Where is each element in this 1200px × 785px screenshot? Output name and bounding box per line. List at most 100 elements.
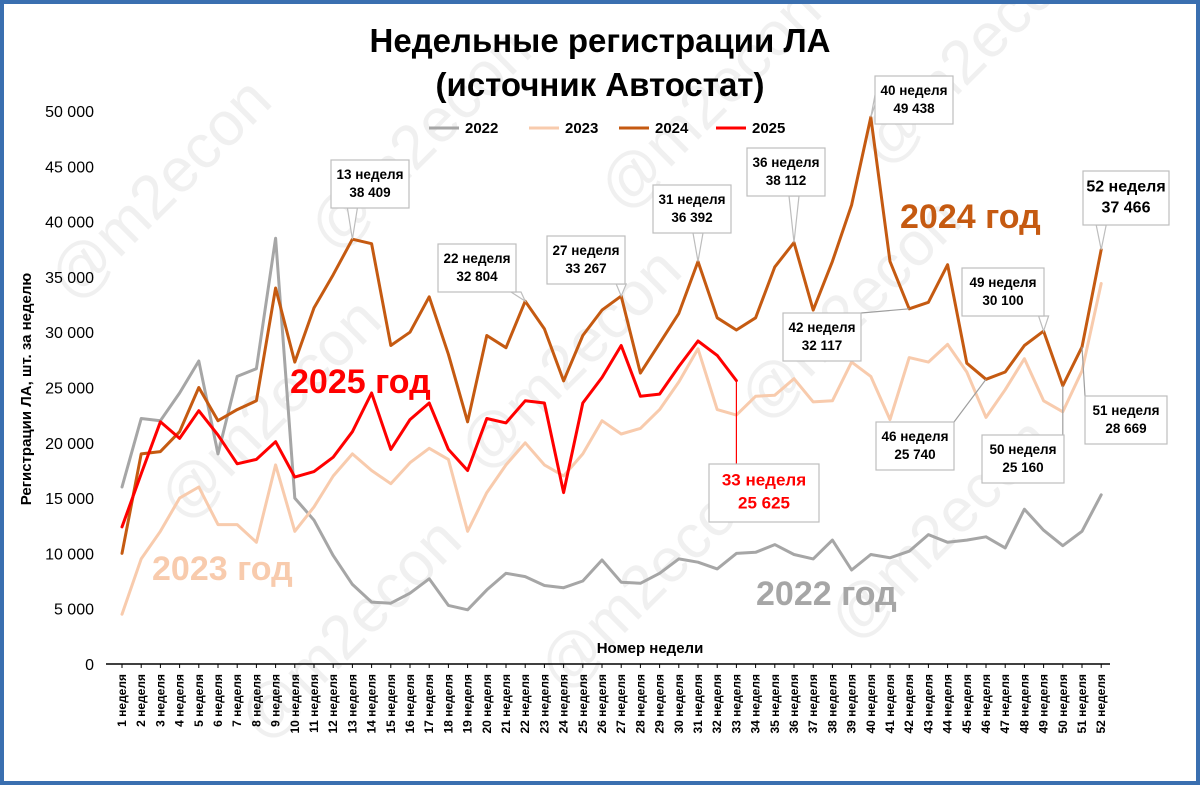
x-tick-label: 48 неделя bbox=[1017, 674, 1031, 734]
callout: 13 неделя 38 409 bbox=[330, 159, 410, 240]
y-tick-label: 25 000 bbox=[45, 381, 94, 398]
x-tick-label: 34 неделя bbox=[749, 674, 763, 734]
callout-box bbox=[961, 267, 1045, 317]
callout-value: 25 160 bbox=[1002, 460, 1043, 475]
x-tick-label: 27 неделя bbox=[614, 674, 628, 734]
x-axis-label: Номер недели bbox=[597, 640, 704, 657]
callout: 36 неделя 38 112 bbox=[746, 147, 826, 243]
callout-value: 49 438 bbox=[893, 101, 935, 116]
legend: 2022 2023 2024 2025 bbox=[429, 120, 785, 137]
callout-box bbox=[652, 184, 732, 234]
series-line-2024 bbox=[120, 115, 1103, 555]
x-tick-label: 30 неделя bbox=[672, 674, 686, 734]
callout-week: 42 неделя bbox=[789, 320, 856, 335]
callout-box bbox=[1082, 170, 1170, 226]
x-tick-label: 42 неделя bbox=[902, 674, 916, 734]
callout-week: 33 неделя bbox=[722, 471, 806, 490]
series-line-2022 bbox=[120, 236, 1103, 612]
callout-week: 13 неделя bbox=[337, 167, 404, 182]
x-tick-label: 49 неделя bbox=[1037, 674, 1051, 734]
callout-week: 46 неделя bbox=[882, 429, 949, 444]
x-tick-label: 8 неделя bbox=[249, 674, 263, 727]
callout-week: 49 неделя bbox=[970, 275, 1037, 290]
year-label-2023: 2023 год bbox=[152, 550, 293, 588]
legend-label-2024: 2024 bbox=[655, 120, 689, 137]
callout-box bbox=[437, 243, 517, 293]
callout-pointer bbox=[1037, 315, 1050, 334]
y-tick-label: 0 bbox=[85, 657, 94, 674]
callout-pointer bbox=[788, 195, 800, 243]
x-tick-label: 29 неделя bbox=[653, 674, 667, 734]
x-axis-ticks: 1 неделя 2 неделя 3 неделя 4 неделя 5 неделя… bbox=[115, 664, 1108, 734]
x-tick-label: 44 неделя bbox=[941, 674, 955, 734]
y-tick-label: 40 000 bbox=[45, 215, 94, 232]
callout-box bbox=[875, 421, 955, 471]
x-tick-label: 1 неделя bbox=[115, 674, 129, 727]
callout-week: 51 неделя bbox=[1093, 403, 1160, 418]
x-tick-label: 15 неделя bbox=[384, 674, 398, 734]
callout-value: 36 392 bbox=[671, 210, 712, 225]
y-tick-label: 5 000 bbox=[54, 602, 94, 619]
legend-label-2023: 2023 bbox=[565, 120, 598, 137]
x-tick-label: 36 неделя bbox=[787, 674, 801, 734]
callout-box bbox=[546, 235, 626, 285]
callout-week: 22 неделя bbox=[444, 251, 511, 266]
x-tick-label: 18 неделя bbox=[441, 674, 455, 734]
callout-value: 32 804 bbox=[456, 269, 498, 284]
year-label-2022: 2022 год bbox=[756, 575, 897, 613]
callout-leader bbox=[1081, 346, 1086, 397]
callout: 22 неделя 32 804 bbox=[437, 243, 527, 303]
x-tick-label: 39 неделя bbox=[845, 674, 859, 734]
callout-box bbox=[746, 147, 826, 197]
x-tick-label: 41 неделя bbox=[883, 674, 897, 734]
callout-leader bbox=[953, 378, 987, 423]
x-tick-label: 28 неделя bbox=[633, 674, 647, 734]
x-tick-label: 12 неделя bbox=[326, 674, 340, 734]
x-tick-label: 7 неделя bbox=[230, 674, 244, 727]
x-tick-label: 32 неделя bbox=[710, 674, 724, 734]
callout: 27 неделя 33 267 bbox=[546, 235, 628, 298]
series-line-2025 bbox=[120, 339, 738, 529]
x-tick-label: 19 неделя bbox=[461, 674, 475, 734]
callout-week: 40 неделя bbox=[881, 83, 948, 98]
callout-pointer bbox=[1095, 224, 1107, 250]
x-tick-label: 35 неделя bbox=[768, 674, 782, 734]
y-axis-label: Регистрации ЛА, шт. за неделю bbox=[18, 273, 35, 506]
x-tick-label: 24 неделя bbox=[557, 674, 571, 734]
year-labels: 2025 год 2024 год 2023 год 2022 год bbox=[152, 198, 1041, 613]
x-tick-label: 9 неделя bbox=[269, 674, 283, 727]
legend-label-2025: 2025 bbox=[752, 120, 785, 137]
x-tick-label: 45 неделя bbox=[960, 674, 974, 734]
callout-pointer bbox=[508, 291, 527, 303]
x-tick-label: 20 неделя bbox=[480, 674, 494, 734]
callout-value: 30 100 bbox=[982, 293, 1023, 308]
x-tick-label: 31 неделя bbox=[691, 674, 705, 734]
x-tick-label: 22 неделя bbox=[518, 674, 532, 734]
series-line-2023 bbox=[120, 282, 1103, 616]
x-tick-label: 40 неделя bbox=[864, 674, 878, 734]
chart-svg: @m2econ @m2econ @m2econ @m2econ@m2econ @m2ec… bbox=[18, 4, 1170, 754]
x-tick-label: 37 неделя bbox=[806, 674, 820, 734]
callout-box bbox=[708, 463, 820, 523]
x-tick-label: 4 неделя bbox=[173, 674, 187, 727]
callout-value: 38 409 bbox=[349, 185, 390, 200]
callout-week: 27 неделя bbox=[553, 243, 620, 258]
callouts: 13 неделя 38 409 22 неделя 32 804 27 неделя 3… bbox=[330, 75, 1170, 523]
x-tick-label: 46 неделя bbox=[979, 674, 993, 734]
callout: 50 неделя 25 160 bbox=[981, 385, 1065, 484]
x-tick-label: 5 неделя bbox=[192, 674, 206, 727]
callout: 40 неделя 49 438 bbox=[870, 75, 954, 125]
legend-label-2022: 2022 bbox=[465, 120, 498, 137]
x-tick-label: 26 неделя bbox=[595, 674, 609, 734]
x-tick-label: 6 неделя bbox=[211, 674, 225, 727]
x-tick-label: 13 неделя bbox=[345, 674, 359, 734]
y-tick-label: 45 000 bbox=[45, 159, 94, 176]
x-tick-label: 50 неделя bbox=[1056, 674, 1070, 734]
x-tick-label: 23 неделя bbox=[537, 674, 551, 734]
callout-week: 36 неделя bbox=[753, 155, 820, 170]
callout-box bbox=[782, 312, 862, 362]
x-tick-label: 51 неделя bbox=[1075, 674, 1089, 734]
callout-week: 52 неделя bbox=[1086, 179, 1165, 196]
callout-value: 38 112 bbox=[766, 173, 807, 188]
